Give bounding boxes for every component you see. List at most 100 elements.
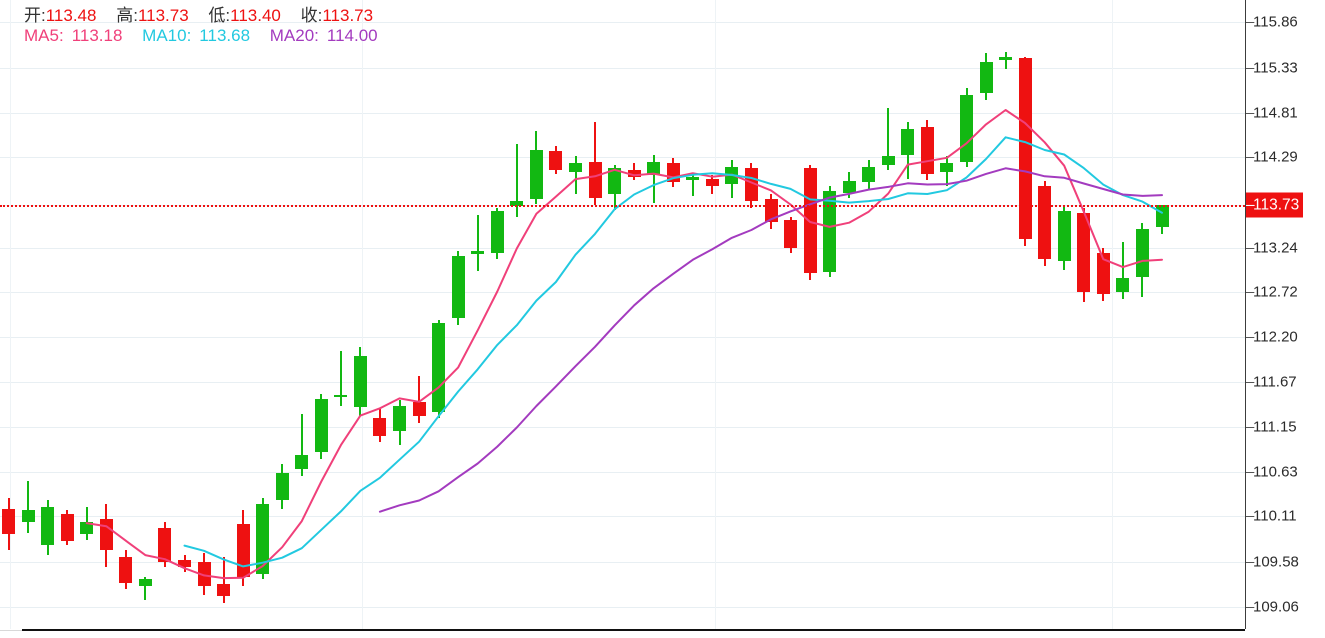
gridline-horizontal [0,606,1245,608]
candle-body [1155,205,1169,227]
current-price-badge[interactable]: –113.73 [1246,192,1304,218]
candlestick [569,0,582,629]
candlestick [295,0,309,629]
candlestick [1077,0,1091,629]
candle-body [2,508,15,535]
candle-body [705,178,719,186]
candle-wick [27,481,30,533]
candlestick [960,0,973,629]
candle-body [60,513,74,542]
candlestick [529,0,543,629]
candlestick [99,0,113,629]
candle-body [217,584,231,597]
price-tick: –110.11 [1246,507,1297,525]
candle-body [881,156,895,165]
candle-body [80,522,94,535]
candlestick [373,0,387,629]
candlestick [608,0,622,629]
candle-body [686,177,700,181]
candle-wick [144,577,147,600]
gridline-horizontal [0,22,1245,24]
candlestick [353,0,367,629]
candle-wick [418,376,421,423]
plot-area[interactable] [0,0,1245,629]
candle-body [764,199,778,222]
candlestick [901,0,915,629]
candlestick [412,0,426,629]
price-tick: –112.20 [1246,328,1298,346]
candle-body [920,127,934,174]
candle-body [823,190,837,272]
price-tick: –113.24 [1246,239,1298,256]
price-axis[interactable]: –115.86 –115.33 –114.81 –114.29 –113.24 –112.… [1246,0,1325,638]
candle-body [549,151,563,171]
candlestick [588,0,602,629]
candlestick [217,0,231,629]
price-tick-label: 112.20 [1253,328,1298,346]
candlestick [80,0,94,629]
candle-wick [1004,51,1007,69]
candle-body [138,579,152,587]
price-tick: –111.67 [1246,373,1297,391]
candle-body [569,163,582,172]
candlestick [178,0,191,629]
price-tick: –112.72 [1246,283,1298,301]
candlestick [119,0,133,629]
candlestick [275,0,289,629]
candle-body [432,323,446,413]
candle-body [275,472,289,501]
price-tick: –109.06 [1246,598,1299,616]
candle-body [119,556,133,583]
candlestick [1057,0,1071,629]
candle-body [1135,228,1149,277]
candle-body [295,455,309,470]
candle-body [1077,213,1091,293]
candlestick [510,0,524,629]
candlestick [314,0,328,629]
candle-body [471,250,485,255]
price-tick-label: 109.06 [1253,598,1299,616]
candle-body [334,395,348,398]
candle-body [627,170,641,177]
candle-body [41,507,55,545]
candle-body [99,519,113,550]
candlestick [471,0,485,629]
candlestick [158,0,172,629]
last-price-line [0,205,1245,208]
candlestick [705,0,719,629]
candle-body [1096,252,1110,294]
candle-body [490,211,504,253]
candle-body [1038,185,1052,260]
candle-body [647,161,661,176]
candle-body [1018,58,1032,239]
candlestick [1038,0,1052,629]
candlestick [393,0,406,629]
candlestick [823,0,837,629]
candle-body [1057,211,1071,262]
candle-body [979,61,993,93]
candlestick [920,0,934,629]
candlestick [1096,0,1110,629]
candlestick [549,0,563,629]
candle-body [451,256,465,318]
candle-body [393,405,406,432]
candle-body [608,168,622,195]
price-tick: –109.58 [1246,553,1299,571]
candlestick [686,0,700,629]
candlestick [197,0,211,629]
candlestick [881,0,895,629]
candlestick [236,0,250,629]
candlestick [803,0,817,629]
candlestick [138,0,152,629]
candle-body [236,524,250,578]
candlestick [979,0,993,629]
price-tick-label: 114.81 [1253,104,1298,122]
price-tick: –111.15 [1246,418,1297,436]
price-tick-label: 113.24 [1253,239,1298,256]
candlestick [647,0,661,629]
candle-body [529,149,543,200]
candle-body [725,166,739,184]
candlestick [1116,0,1130,629]
candlestick [451,0,465,629]
